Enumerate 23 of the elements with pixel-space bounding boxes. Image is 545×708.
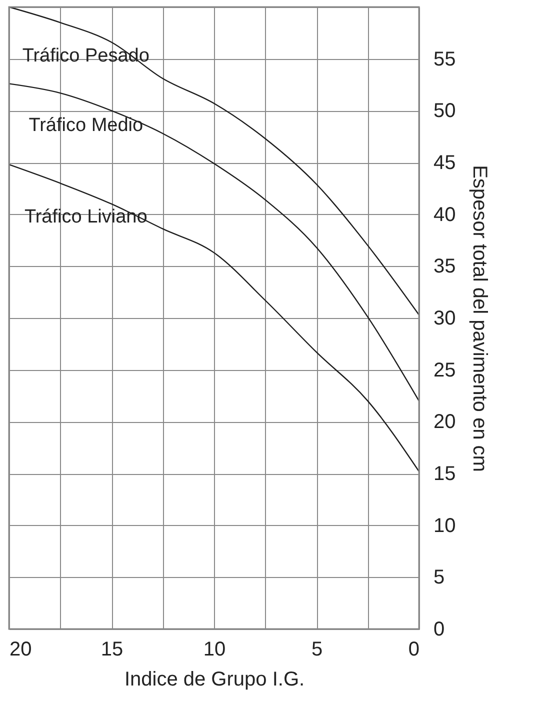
line-series [8,83,420,402]
y-tick-label: 20 [434,411,456,434]
x-axis-title: Indice de Grupo I.G. [124,668,305,690]
y-tick-label: 40 [434,204,456,226]
y-axis-title: Espesor total del pavimento en cm [468,165,491,472]
y-tick-label: 5 [434,566,445,589]
x-tick-label: 15 [100,638,124,660]
series-label: Tráfico Medio [28,114,144,136]
x-tick-label: 20 [10,638,32,660]
x-tick-label: 10 [203,638,226,660]
y-tick-label: 30 [434,308,456,330]
y-tick-label: 55 [434,48,456,70]
x-tick-label: 5 [311,638,323,660]
line-series [8,164,420,472]
y-tick-label: 15 [434,463,456,485]
x-tick-label: 0 [408,638,420,660]
y-tick-label: 10 [434,514,456,537]
y-tick-label: 35 [434,256,456,278]
y-tick-label: 25 [434,359,456,382]
y-tick-label: 50 [434,100,456,122]
y-tick-label: 0 [434,618,445,640]
series-label: Tráfico Liviano [24,206,148,228]
y-tick-label: 45 [434,152,456,174]
